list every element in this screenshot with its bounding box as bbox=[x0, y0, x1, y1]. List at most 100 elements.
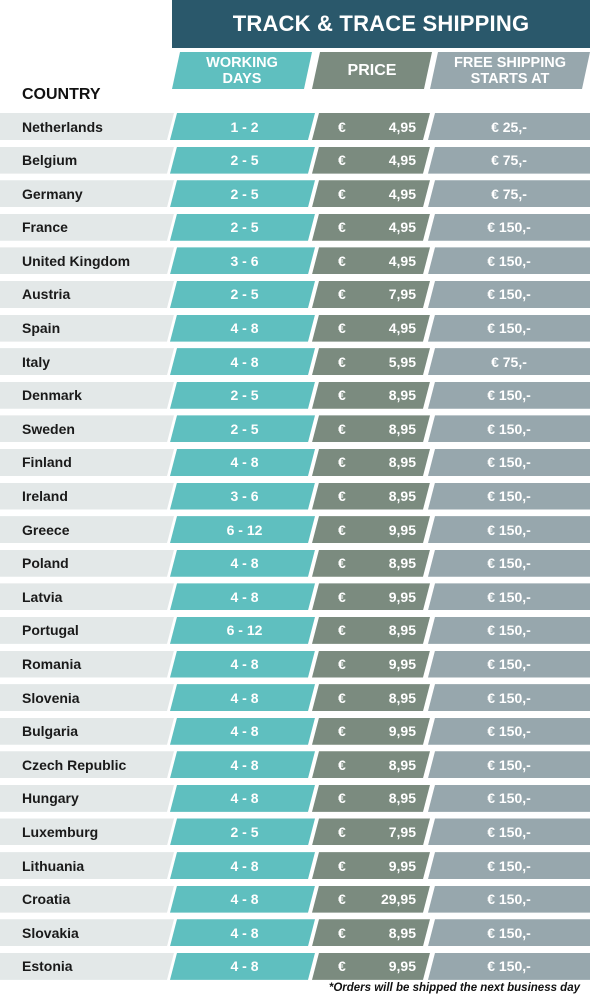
working-days-cell: 4 - 8 bbox=[170, 718, 315, 745]
working-days-cell: 4 - 8 bbox=[170, 886, 315, 913]
working-days-cell: 2 - 5 bbox=[170, 180, 315, 207]
price-value: 4,95 bbox=[388, 152, 416, 169]
country-cell: Austria bbox=[0, 281, 174, 308]
working-days-cell: 2 - 5 bbox=[170, 281, 315, 308]
price-value: 4,95 bbox=[388, 185, 416, 202]
price-cell: €8,95 bbox=[312, 550, 430, 577]
country-cell: Italy bbox=[0, 348, 174, 375]
price-value: 8,95 bbox=[388, 420, 416, 437]
price-cell: €7,95 bbox=[312, 281, 430, 308]
country-cell: Czech Republic bbox=[0, 751, 174, 778]
working-days-cell: 4 - 8 bbox=[170, 449, 315, 476]
price-cell: €8,95 bbox=[312, 483, 430, 510]
free-shipping-cell: € 150,- bbox=[428, 684, 590, 712]
free-shipping-cell: € 150,- bbox=[428, 784, 590, 812]
price-cell: €8,95 bbox=[312, 617, 430, 644]
working-days-cell: 4 - 8 bbox=[170, 583, 315, 610]
country-cell: Hungary bbox=[0, 785, 174, 812]
country-cell: Spain bbox=[0, 315, 174, 342]
working-days-cell: 2 - 5 bbox=[170, 382, 315, 409]
table-row: Ireland 3 - 6 €8,95 € 150,- bbox=[0, 482, 590, 510]
currency-symbol: € bbox=[338, 152, 346, 169]
table-row: Netherlands 1 - 2 €4,95 € 25,- bbox=[0, 113, 590, 140]
free-shipping-cell: € 150,- bbox=[428, 448, 590, 476]
country-cell: Netherlands bbox=[0, 113, 174, 140]
table-row: Germany 2 - 5 €4,95 € 75,- bbox=[0, 180, 590, 208]
country-cell: Lithuania bbox=[0, 852, 174, 879]
price-value: 8,95 bbox=[388, 689, 416, 706]
country-cell: Denmark bbox=[0, 382, 174, 409]
free-shipping-cell: € 150,- bbox=[428, 751, 590, 779]
free-shipping-cell: € 150,- bbox=[428, 616, 590, 644]
table-row: Portugal 6 - 12 €8,95 € 150,- bbox=[0, 616, 590, 644]
table-row: Greece 6 - 12 €9,95 € 150,- bbox=[0, 516, 590, 544]
country-cell: Greece bbox=[0, 516, 174, 543]
working-days-cell: 4 - 8 bbox=[170, 751, 315, 778]
price-cell: €9,95 bbox=[312, 583, 430, 610]
free-shipping-cell: € 150,- bbox=[428, 583, 590, 611]
currency-symbol: € bbox=[338, 252, 346, 269]
price-value: 8,95 bbox=[388, 790, 416, 807]
working-days-cell: 2 - 5 bbox=[170, 147, 315, 174]
country-cell: Croatia bbox=[0, 886, 174, 913]
country-cell: Estonia bbox=[0, 953, 174, 980]
price-value: 4,95 bbox=[388, 219, 416, 236]
price-cell: €8,95 bbox=[312, 382, 430, 409]
table-row: Austria 2 - 5 €7,95 € 150,- bbox=[0, 280, 590, 308]
price-value: 8,95 bbox=[388, 488, 416, 505]
table-row: Italy 4 - 8 €5,95 € 75,- bbox=[0, 348, 590, 376]
price-cell: €8,95 bbox=[312, 449, 430, 476]
working-days-cell: 6 - 12 bbox=[170, 516, 315, 543]
currency-symbol: € bbox=[338, 723, 346, 740]
country-cell: Slovenia bbox=[0, 684, 174, 711]
free-shipping-cell: € 150,- bbox=[428, 919, 590, 947]
free-shipping-cell: € 150,- bbox=[428, 314, 590, 342]
table-row: Poland 4 - 8 €8,95 € 150,- bbox=[0, 549, 590, 577]
country-cell: Finland bbox=[0, 449, 174, 476]
working-days-cell: 3 - 6 bbox=[170, 247, 315, 274]
currency-symbol: € bbox=[338, 420, 346, 437]
country-cell: Romania bbox=[0, 651, 174, 678]
currency-symbol: € bbox=[338, 555, 346, 572]
price-cell: €29,95 bbox=[312, 886, 430, 913]
table-row: Denmark 2 - 5 €8,95 € 150,- bbox=[0, 381, 590, 409]
table-row: Hungary 4 - 8 €8,95 € 150,- bbox=[0, 784, 590, 812]
working-days-cell: 2 - 5 bbox=[170, 415, 315, 442]
free-shipping-cell: € 75,- bbox=[428, 348, 590, 376]
free-shipping-cell: € 150,- bbox=[428, 852, 590, 880]
currency-symbol: € bbox=[338, 891, 346, 908]
price-cell: €4,95 bbox=[312, 247, 430, 274]
free-shipping-header: FREE SHIPPING STARTS AT bbox=[430, 52, 590, 89]
free-shipping-cell: € 150,- bbox=[428, 415, 590, 443]
price-cell: €8,95 bbox=[312, 415, 430, 442]
currency-symbol: € bbox=[338, 756, 346, 773]
free-shipping-cell: € 150,- bbox=[428, 885, 590, 913]
free-shipping-cell: € 150,- bbox=[428, 549, 590, 577]
free-shipping-cell: € 150,- bbox=[428, 516, 590, 544]
working-days-cell: 4 - 8 bbox=[170, 852, 315, 879]
price-cell: €8,95 bbox=[312, 785, 430, 812]
currency-symbol: € bbox=[338, 588, 346, 605]
price-value: 9,95 bbox=[388, 588, 416, 605]
country-cell: United Kingdom bbox=[0, 247, 174, 274]
price-cell: €5,95 bbox=[312, 348, 430, 375]
country-cell: Slovakia bbox=[0, 919, 174, 946]
currency-symbol: € bbox=[338, 219, 346, 236]
price-value: 9,95 bbox=[388, 521, 416, 538]
table-row: Belgium 2 - 5 €4,95 € 75,- bbox=[0, 146, 590, 174]
price-cell: €4,95 bbox=[312, 214, 430, 241]
working-days-cell: 4 - 8 bbox=[170, 651, 315, 678]
working-days-cell: 4 - 8 bbox=[170, 684, 315, 711]
country-cell: Portugal bbox=[0, 617, 174, 644]
table-title: TRACK & TRACE SHIPPING bbox=[172, 0, 590, 48]
price-value: 9,95 bbox=[388, 656, 416, 672]
table-row: Romania 4 - 8 €9,95 € 150,- bbox=[0, 650, 590, 678]
country-cell: Poland bbox=[0, 550, 174, 577]
price-cell: €7,95 bbox=[312, 818, 430, 845]
currency-symbol: € bbox=[338, 185, 346, 202]
footnote: *Orders will be shipped the next busines… bbox=[328, 982, 580, 994]
free-shipping-cell: € 150,- bbox=[428, 213, 590, 241]
price-cell: €9,95 bbox=[312, 651, 430, 678]
free-shipping-cell: € 150,- bbox=[428, 381, 590, 409]
price-value: 4,95 bbox=[388, 118, 416, 135]
